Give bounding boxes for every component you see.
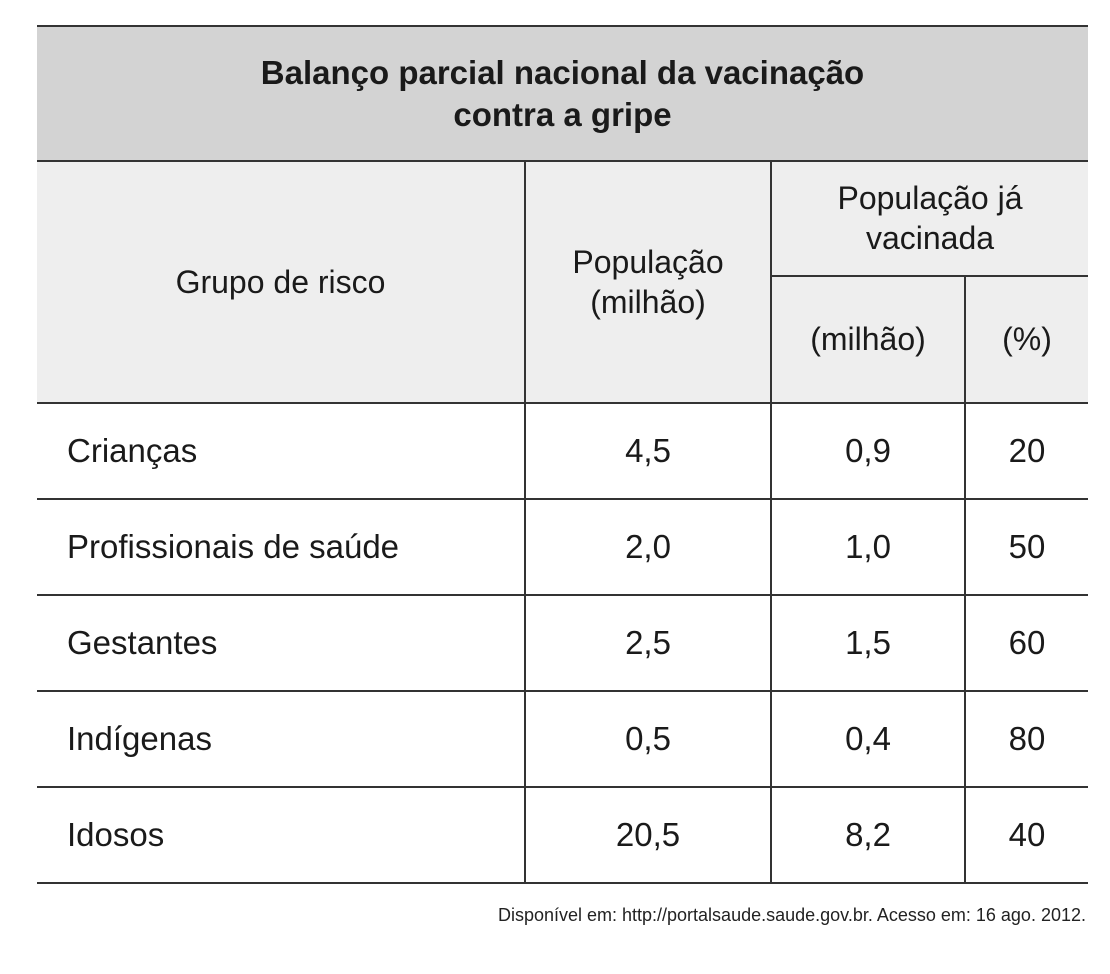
- cell-population: 2,5: [524, 595, 771, 692]
- header-population-line-2: (milhão): [590, 284, 706, 320]
- header-population-line-1: População: [572, 244, 724, 280]
- cell-vaccinated: 1,5: [770, 595, 965, 692]
- table-row: Indígenas 0,5 0,4 80: [37, 691, 1088, 788]
- cell-vaccinated: 1,0: [770, 499, 965, 596]
- cell-vaccinated: 0,9: [770, 403, 965, 500]
- cell-percent: 50: [964, 499, 1088, 596]
- cell-population: 4,5: [524, 403, 771, 500]
- cell-group: Idosos: [37, 787, 525, 884]
- cell-percent: 60: [964, 595, 1088, 692]
- header-vaccinated-population: População já vacinada: [770, 161, 1088, 277]
- table-row: Crianças 4,5 0,9 20: [37, 403, 1088, 500]
- table-row: Idosos 20,5 8,2 40: [37, 787, 1088, 884]
- vaccination-table: Balanço parcial nacional da vacinação co…: [37, 25, 1088, 884]
- table-title-line-1: Balanço parcial nacional da vacinação: [260, 53, 865, 91]
- cell-population: 20,5: [524, 787, 771, 884]
- cell-vaccinated: 8,2: [770, 787, 965, 884]
- header-population: População (milhão): [524, 161, 771, 404]
- cell-group: Gestantes: [37, 595, 525, 692]
- table-row: Profissionais de saúde 2,0 1,0 50: [37, 499, 1088, 596]
- cell-group: Indígenas: [37, 691, 525, 788]
- cell-population: 2,0: [524, 499, 771, 596]
- cell-percent: 40: [964, 787, 1088, 884]
- table-title: Balanço parcial nacional da vacinação co…: [37, 25, 1088, 162]
- cell-population: 0,5: [524, 691, 771, 788]
- cell-vaccinated: 0,4: [770, 691, 965, 788]
- header-vaccinated-millions: (milhão): [770, 275, 965, 405]
- table-row: Gestantes 2,5 1,5 60: [37, 595, 1088, 692]
- cell-percent: 20: [964, 403, 1088, 500]
- table-title-line-2: contra a gripe: [453, 95, 672, 133]
- cell-group: Crianças: [37, 403, 525, 500]
- header-vaccinated-line-2: vacinada: [865, 220, 995, 257]
- header-vaccinated-line-1: População já: [837, 180, 1023, 217]
- vaccination-table-container: Balanço parcial nacional da vacinação co…: [37, 25, 1088, 884]
- header-risk-group: Grupo de risco: [37, 161, 525, 404]
- source-caption: Disponível em: http://portalsaude.saude.…: [497, 905, 1086, 925]
- cell-percent: 80: [964, 691, 1088, 788]
- cell-group: Profissionais de saúde: [37, 499, 525, 596]
- header-vaccinated-percent: (%): [964, 275, 1088, 405]
